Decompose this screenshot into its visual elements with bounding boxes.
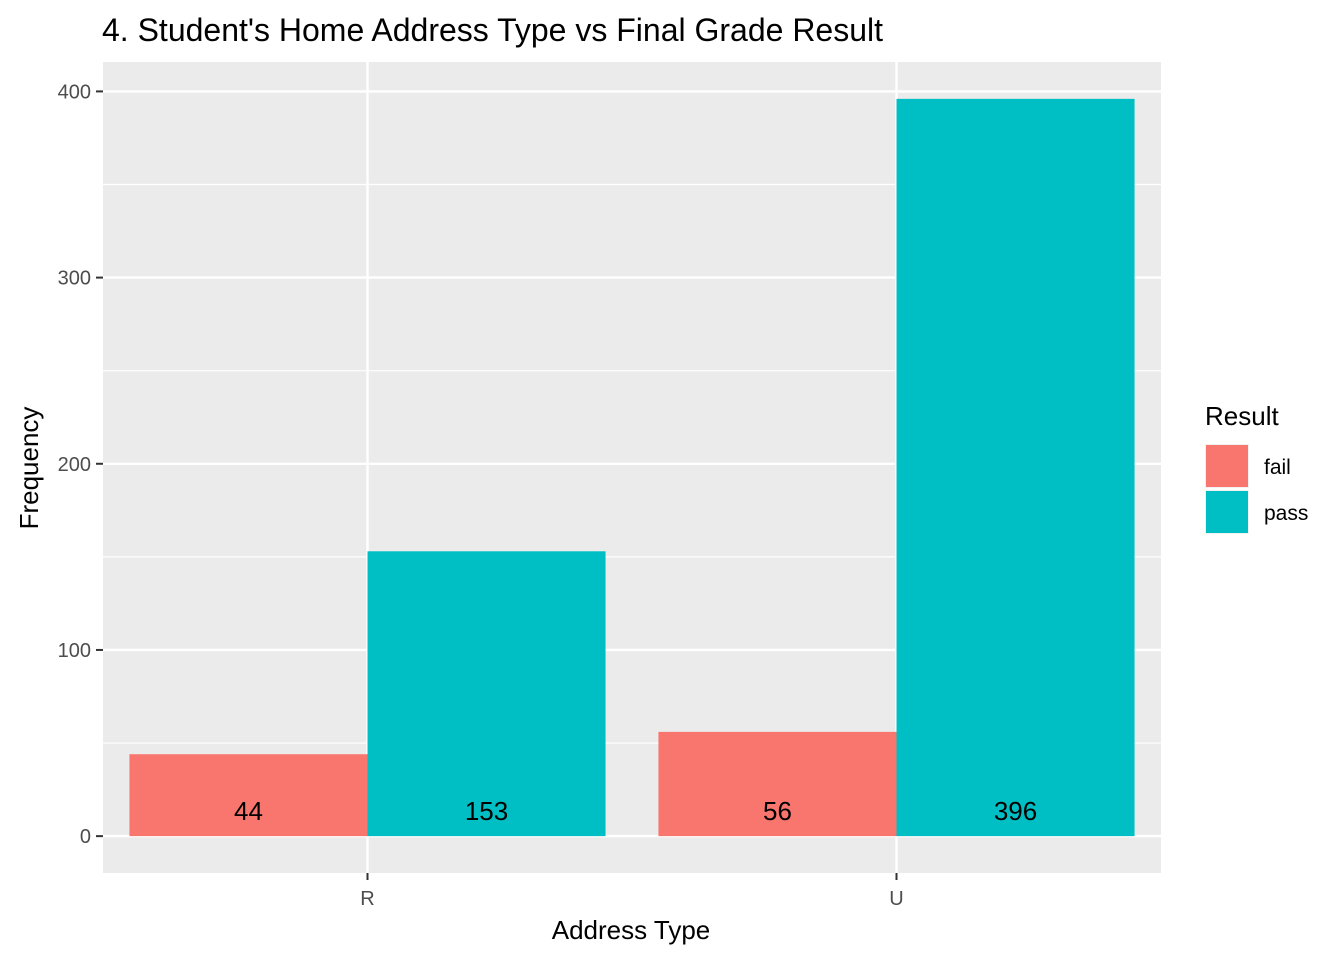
chart-title: 4. Student's Home Address Type vs Final … <box>102 12 883 48</box>
y-tick-label: 200 <box>58 454 91 476</box>
y-axis: 0 100 200 300 400 <box>58 81 103 848</box>
bar-pass-R <box>367 551 606 837</box>
legend: Result fail pass <box>1205 401 1308 534</box>
bar-pass-U <box>896 98 1135 837</box>
legend-label-fail: fail <box>1264 456 1291 479</box>
legend-key-fail <box>1206 445 1248 487</box>
x-tick-label: U <box>889 888 903 910</box>
y-axis-title: Frequency <box>14 407 44 530</box>
x-tick-label: R <box>360 888 374 910</box>
bars <box>129 98 1135 837</box>
y-tick-label: 0 <box>80 826 91 848</box>
legend-key-pass <box>1206 491 1248 533</box>
legend-title: Result <box>1205 401 1279 431</box>
bar-fail-U <box>658 731 897 837</box>
bar-labels: 44 153 56 396 <box>234 796 1037 826</box>
y-tick-label: 100 <box>58 640 91 662</box>
bar-label-fail-U: 56 <box>763 796 792 826</box>
bar-label-pass-U: 396 <box>994 796 1037 826</box>
y-tick-label: 400 <box>58 81 91 103</box>
legend-label-pass: pass <box>1264 502 1308 525</box>
bar-label-pass-R: 153 <box>465 796 508 826</box>
bar-label-fail-R: 44 <box>234 796 263 826</box>
y-tick-label: 300 <box>58 268 91 290</box>
x-axis-title: Address Type <box>552 915 711 945</box>
bar-fail-R <box>129 754 368 837</box>
